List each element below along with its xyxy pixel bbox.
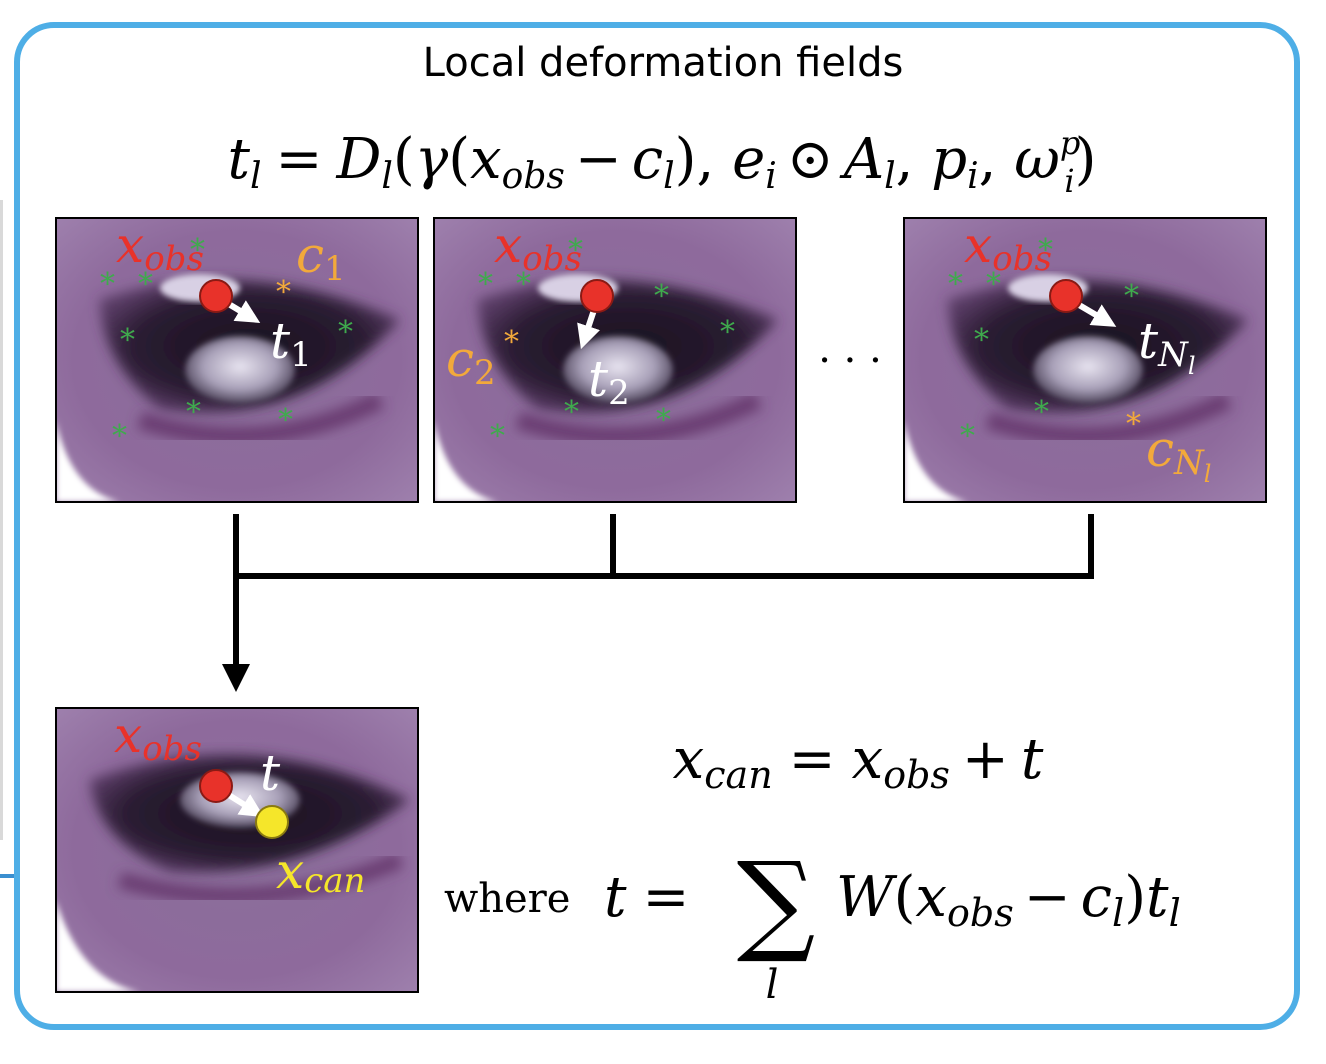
center-marker-2: * xyxy=(504,325,519,360)
svg-text:*: * xyxy=(338,315,353,350)
x-obs-point-2 xyxy=(580,279,614,313)
svg-text:*: * xyxy=(112,419,127,454)
diagram-title: Local deformation fields xyxy=(422,40,904,86)
where-label: where xyxy=(444,876,570,922)
equation-canonical: xcan = xobs + t xyxy=(673,727,1044,797)
left-edge-line xyxy=(0,200,3,840)
svg-text:*: * xyxy=(568,233,583,268)
x-can-label: xcan xyxy=(276,842,365,901)
svg-text:*: * xyxy=(1038,233,1053,268)
equation-sum: where t = ∑ l W(xobs − cl)tl xyxy=(444,838,1181,1008)
svg-text:*: * xyxy=(986,267,1001,302)
sum-index: l xyxy=(766,962,779,1008)
svg-text:*: * xyxy=(100,267,115,302)
left-edge-stub xyxy=(0,874,16,878)
aggregation-arrowhead xyxy=(222,664,250,692)
c-label-2: c2 xyxy=(446,330,496,393)
svg-text:*: * xyxy=(948,267,963,302)
landmarks-1: * ** * ** ** xyxy=(100,233,353,454)
svg-text:*: * xyxy=(186,395,201,430)
svg-text:*: * xyxy=(654,279,669,314)
t-label-3: tNl xyxy=(1138,312,1196,380)
svg-text:*: * xyxy=(1124,279,1139,314)
panel-3: * * * * * * * * xobs cNl tNl xyxy=(903,216,1267,503)
svg-text:*: * xyxy=(1034,395,1049,430)
sum-rhs: W(xobs − cl)tl xyxy=(836,865,1181,935)
svg-text:*: * xyxy=(190,233,205,268)
t-label-canonical: t xyxy=(260,744,281,802)
svg-text:*: * xyxy=(974,323,989,358)
x-obs-point-3 xyxy=(1049,279,1083,313)
x-obs-label-1: xobs xyxy=(116,216,204,279)
sum-symbol: ∑ xyxy=(737,838,816,966)
x-obs-point-canonical xyxy=(199,769,233,803)
sum-lhs: t = xyxy=(604,865,689,930)
x-obs-label-canonical: xobs xyxy=(114,706,202,769)
svg-text:*: * xyxy=(516,267,531,302)
svg-text:*: * xyxy=(960,419,975,454)
x-obs-point-1 xyxy=(199,279,233,313)
t-label-2: t2 xyxy=(588,350,630,413)
svg-text:*: * xyxy=(564,395,579,430)
x-obs-label-3: xobs xyxy=(964,216,1052,279)
landmarks-3: * * * * * * * xyxy=(948,233,1139,454)
aggregation-connector xyxy=(233,514,1094,670)
c-label-3: cNl xyxy=(1146,420,1211,488)
svg-text:*: * xyxy=(278,403,293,438)
x-obs-label-2: xobs xyxy=(494,216,582,279)
c-label-1: c1 xyxy=(296,226,346,289)
ellipsis: · · · xyxy=(818,338,882,384)
svg-text:*: * xyxy=(138,267,153,302)
landmarks-2: * * * * * * * * xyxy=(478,233,735,454)
equation-top: tl = Dl(γ(xobs − cl), ei ⊙ Al, pi, ωp i) xyxy=(227,124,1096,200)
center-marker-1: * xyxy=(276,275,291,310)
diagram-frame xyxy=(14,22,1300,1030)
panel-2: * * * * * * * * * xobs c2 t2 xyxy=(433,216,797,503)
panel-1: * ** * ** ** * xobs c1 t1 xyxy=(55,216,419,503)
svg-text:*: * xyxy=(120,323,135,358)
svg-text:*: * xyxy=(720,315,735,350)
x-can-point xyxy=(255,805,289,839)
svg-text:*: * xyxy=(656,403,671,438)
center-marker-3: * xyxy=(1126,407,1141,442)
svg-text:*: * xyxy=(490,419,505,454)
svg-text:*: * xyxy=(478,267,493,302)
t-label-1: t1 xyxy=(270,312,312,375)
panel-canonical: xobs t xcan xyxy=(55,706,419,993)
